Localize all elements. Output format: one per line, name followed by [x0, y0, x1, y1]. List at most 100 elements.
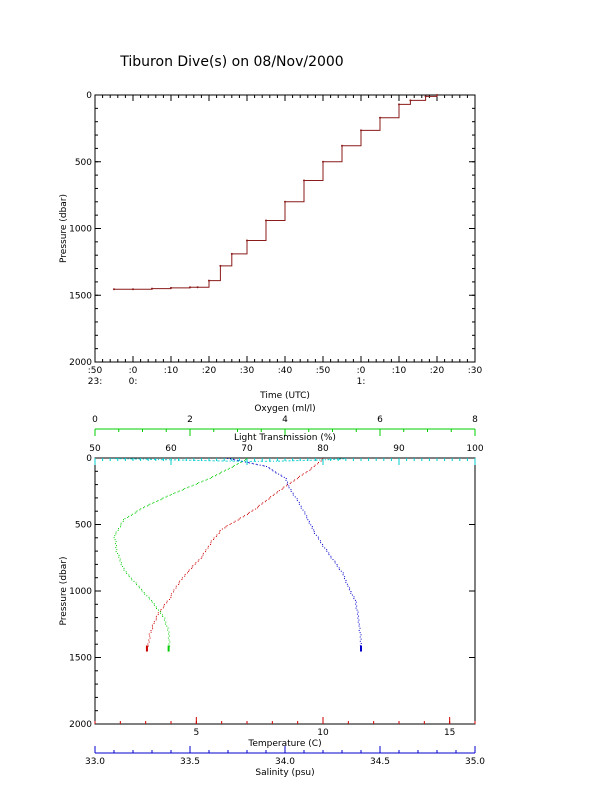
profile-point	[319, 540, 321, 542]
profile-point	[192, 565, 194, 567]
profile-point	[201, 481, 203, 483]
profile-point	[283, 476, 285, 478]
profile-point	[355, 607, 357, 609]
profile-point	[266, 460, 268, 462]
axis-tick-label: 50	[89, 444, 101, 454]
profile-point	[306, 515, 308, 517]
profile-point	[230, 458, 232, 460]
profile-point	[165, 621, 167, 623]
profile-point	[162, 459, 164, 461]
profile-point	[268, 498, 270, 500]
profile-point	[153, 622, 155, 624]
profile-point	[163, 619, 165, 621]
profile-point	[117, 552, 119, 554]
profile-point	[218, 460, 220, 462]
profile-point	[214, 475, 216, 477]
profile-point	[233, 521, 235, 523]
profile-point	[210, 540, 212, 542]
profile-point	[359, 627, 361, 629]
profile-point	[330, 459, 332, 461]
profile-point	[252, 463, 254, 465]
profile-point	[316, 459, 318, 461]
profile-point	[183, 459, 185, 461]
profile-point	[127, 517, 129, 519]
profile-point	[192, 484, 194, 486]
profile-point	[357, 621, 359, 623]
profile-point	[155, 615, 157, 617]
profile-point	[333, 458, 335, 460]
profile-point	[125, 571, 127, 573]
profile-point	[302, 459, 304, 461]
profile-point	[309, 469, 311, 471]
profile-point	[223, 470, 225, 472]
profile-point	[302, 509, 304, 511]
profile-point	[328, 554, 330, 556]
profile-point	[313, 465, 315, 467]
profile-point	[222, 460, 224, 462]
profile-point	[160, 612, 162, 614]
profile-point	[183, 488, 184, 490]
profile-point	[135, 458, 137, 460]
profile-point	[269, 497, 271, 499]
profile-point	[304, 513, 306, 515]
plot1-data-point	[151, 287, 153, 290]
profile-point	[119, 560, 121, 562]
chart-title: Tiburon Dive(s) on 08/Nov/2000	[119, 54, 343, 70]
plot2-y-tick-label: 500	[75, 521, 92, 531]
profile-point	[320, 542, 322, 544]
profile-point	[112, 458, 114, 460]
profile-point	[315, 534, 317, 536]
profile-point	[194, 459, 196, 461]
profile-point	[216, 474, 218, 476]
profile-point	[300, 507, 302, 509]
plot1-y-ticks: 0 500 1000 1500 2000	[69, 91, 475, 368]
profile-point	[166, 602, 168, 604]
profile-point	[328, 552, 330, 554]
profile-point	[134, 512, 136, 514]
profile-point	[113, 537, 115, 539]
profile-point	[246, 458, 248, 459]
profile-point	[116, 458, 118, 460]
profile-point	[181, 489, 183, 491]
profile-point	[173, 459, 175, 461]
profile-point	[233, 464, 235, 466]
profile-point	[191, 485, 193, 487]
series-oxygen-ml-l	[113, 458, 248, 652]
plot1-x-hour-label: 1:	[357, 377, 366, 387]
profile-point	[247, 512, 249, 514]
profile-point	[289, 460, 291, 462]
profile-point	[328, 459, 330, 461]
axis-tick-label: 33.0	[85, 757, 105, 767]
profile-point	[298, 475, 300, 477]
profile-point	[115, 533, 117, 535]
profile-point	[148, 504, 150, 506]
profile-point	[278, 490, 280, 492]
profile-point	[237, 460, 239, 462]
profile-point	[197, 482, 198, 484]
profile-point	[324, 547, 326, 549]
profile-point	[326, 549, 328, 551]
profile-point	[281, 488, 283, 490]
profile-point	[204, 460, 206, 462]
plot1-y-tick-label: 0	[86, 91, 92, 101]
profile-point	[343, 458, 345, 460]
profile-point	[349, 587, 351, 589]
profile-point	[342, 458, 344, 460]
profile-point	[202, 554, 204, 556]
profile-point	[188, 570, 190, 572]
profile-point	[285, 477, 287, 479]
profile-point	[115, 547, 117, 549]
profile-point	[118, 554, 120, 556]
profile-point	[270, 496, 272, 498]
plot1-x-tick-label: :30	[468, 366, 483, 376]
profile-point	[119, 458, 121, 460]
profile-point	[234, 520, 236, 522]
plot1-data-point	[196, 286, 199, 289]
profile-point	[334, 560, 336, 562]
profile-point	[359, 636, 361, 638]
profile-point	[162, 497, 164, 499]
profile-point	[338, 567, 340, 569]
profile-point	[288, 460, 290, 462]
profile-point	[229, 460, 231, 462]
profile-point	[313, 531, 315, 533]
